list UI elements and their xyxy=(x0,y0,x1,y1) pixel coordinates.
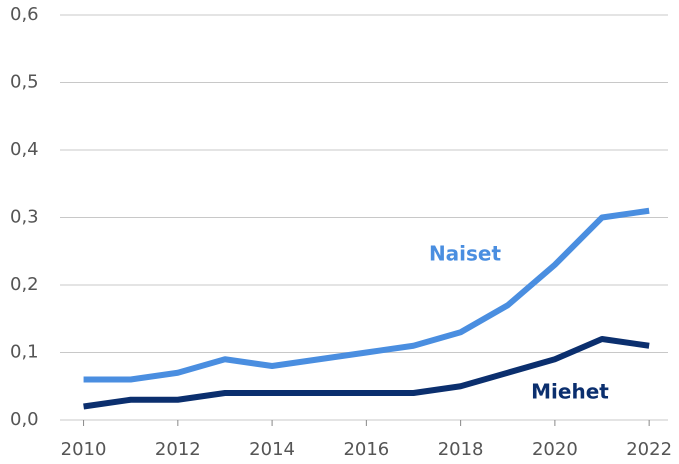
x-tick-label: 2012 xyxy=(155,439,201,460)
x-tick-label: 2020 xyxy=(532,439,578,460)
y-tick-label: 0,4 xyxy=(10,139,39,160)
y-tick-label: 0,1 xyxy=(10,342,39,363)
x-tick-label: 2010 xyxy=(61,439,107,460)
x-tick-label: 2022 xyxy=(626,439,672,460)
y-tick-label: 0,2 xyxy=(10,274,39,295)
x-tick-label: 2016 xyxy=(343,439,389,460)
x-tick-label: 2014 xyxy=(249,439,295,460)
y-tick-label: 0,0 xyxy=(10,409,39,430)
series-label: Naiset xyxy=(429,242,502,266)
x-tick-label: 2018 xyxy=(438,439,484,460)
y-tick-label: 0,3 xyxy=(10,207,39,228)
series-line xyxy=(83,207,650,383)
series-line xyxy=(83,336,650,410)
y-tick-label: 0,6 xyxy=(10,4,39,25)
series-label: Miehet xyxy=(531,380,609,404)
y-tick-label: 0,5 xyxy=(10,72,39,93)
